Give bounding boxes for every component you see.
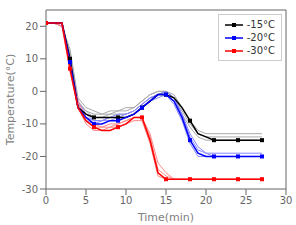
- html-text:-30°C: -30°C: [246, 45, 275, 56]
- svg-text:30: 30: [280, 195, 288, 206]
- svg-text:0: 0: [43, 195, 49, 206]
- svg-text:Temperature(°C): Temperature(°C): [8, 54, 17, 146]
- svg-text:15: 15: [160, 195, 173, 206]
- svg-text:5: 5: [83, 195, 89, 206]
- svg-text:-20: -20: [22, 151, 38, 162]
- svg-text:-10: -10: [22, 118, 38, 129]
- svg-text:0: 0: [32, 86, 38, 97]
- svg-text:10: 10: [120, 195, 133, 206]
- svg-text:-30: -30: [22, 184, 38, 195]
- html-text:-15°C: -15°C: [246, 19, 275, 30]
- svg-text:20: 20: [25, 21, 38, 32]
- html-text:-20°C: -20°C: [246, 32, 275, 43]
- svg-text:Time(min): Time(min): [137, 211, 194, 224]
- svg-text:25: 25: [240, 195, 253, 206]
- svg-text:20: 20: [200, 195, 213, 206]
- svg-text:10: 10: [25, 53, 38, 64]
